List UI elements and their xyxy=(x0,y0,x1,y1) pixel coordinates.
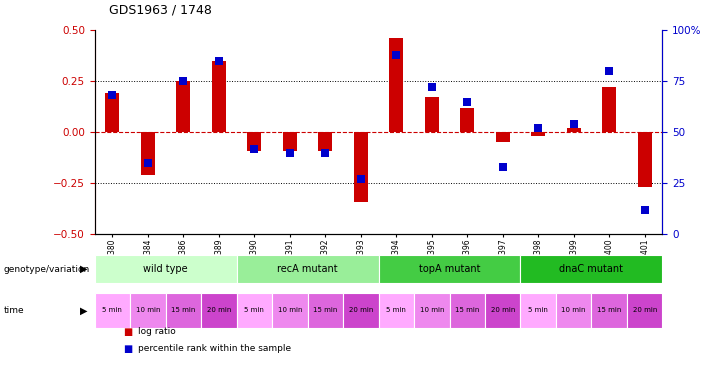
Bar xyxy=(343,292,379,328)
Bar xyxy=(592,292,627,328)
Bar xyxy=(354,132,368,202)
Point xyxy=(107,92,118,98)
Bar xyxy=(379,292,414,328)
Point xyxy=(568,121,579,127)
Point xyxy=(284,150,295,156)
Text: 5 min: 5 min xyxy=(529,308,548,314)
Text: percentile rank within the sample: percentile rank within the sample xyxy=(138,344,291,353)
Bar xyxy=(602,87,616,132)
Text: 20 min: 20 min xyxy=(491,308,515,314)
Text: wild type: wild type xyxy=(143,264,188,274)
Point xyxy=(497,164,508,170)
Bar xyxy=(105,93,119,132)
Bar xyxy=(130,292,165,328)
Text: 15 min: 15 min xyxy=(597,308,621,314)
Bar xyxy=(236,255,379,283)
Text: ▶: ▶ xyxy=(80,305,88,315)
Bar xyxy=(247,132,261,151)
Text: 15 min: 15 min xyxy=(455,308,479,314)
Point xyxy=(213,58,224,64)
Text: 10 min: 10 min xyxy=(278,308,302,314)
Bar xyxy=(176,81,191,132)
Bar xyxy=(236,292,272,328)
Bar xyxy=(389,38,403,132)
Point xyxy=(249,146,260,152)
Text: 15 min: 15 min xyxy=(313,308,337,314)
Point xyxy=(142,160,154,166)
Bar xyxy=(414,292,449,328)
Text: genotype/variation: genotype/variation xyxy=(4,265,90,274)
Text: 10 min: 10 min xyxy=(562,308,586,314)
Point xyxy=(462,99,473,105)
Bar xyxy=(318,132,332,151)
Text: ▶: ▶ xyxy=(80,264,88,274)
Bar xyxy=(627,292,662,328)
Point xyxy=(390,51,402,57)
Bar xyxy=(566,128,581,132)
Bar xyxy=(95,255,236,283)
Bar xyxy=(638,132,652,188)
Bar xyxy=(485,292,520,328)
Text: GDS1963 / 1748: GDS1963 / 1748 xyxy=(109,4,212,17)
Bar xyxy=(308,292,343,328)
Text: 10 min: 10 min xyxy=(135,308,160,314)
Text: 20 min: 20 min xyxy=(348,308,373,314)
Bar xyxy=(272,292,308,328)
Point xyxy=(533,125,544,131)
Text: 15 min: 15 min xyxy=(171,308,196,314)
Point xyxy=(426,84,437,90)
Point xyxy=(178,78,189,84)
Bar xyxy=(425,98,439,132)
Bar xyxy=(165,292,201,328)
Text: 5 min: 5 min xyxy=(386,308,406,314)
Bar xyxy=(95,292,130,328)
Text: dnaC mutant: dnaC mutant xyxy=(559,264,623,274)
Point xyxy=(320,150,331,156)
Bar xyxy=(556,292,592,328)
Bar xyxy=(379,255,520,283)
Bar xyxy=(449,292,485,328)
Bar xyxy=(496,132,510,142)
Bar xyxy=(212,61,226,132)
Text: ■: ■ xyxy=(123,344,132,354)
Text: 20 min: 20 min xyxy=(207,308,231,314)
Text: log ratio: log ratio xyxy=(138,327,176,336)
Text: 20 min: 20 min xyxy=(632,308,657,314)
Bar xyxy=(141,132,155,175)
Text: 5 min: 5 min xyxy=(245,308,264,314)
Point xyxy=(604,68,615,74)
Bar xyxy=(283,132,297,151)
Point xyxy=(355,176,367,182)
Text: 5 min: 5 min xyxy=(102,308,122,314)
Text: time: time xyxy=(4,306,24,315)
Text: topA mutant: topA mutant xyxy=(418,264,480,274)
Bar xyxy=(201,292,237,328)
Text: recA mutant: recA mutant xyxy=(278,264,338,274)
Bar xyxy=(460,108,475,132)
Text: 10 min: 10 min xyxy=(419,308,444,314)
Bar xyxy=(531,132,545,136)
Point xyxy=(639,207,651,213)
Bar xyxy=(520,255,662,283)
Text: ■: ■ xyxy=(123,327,132,337)
Bar xyxy=(520,292,556,328)
